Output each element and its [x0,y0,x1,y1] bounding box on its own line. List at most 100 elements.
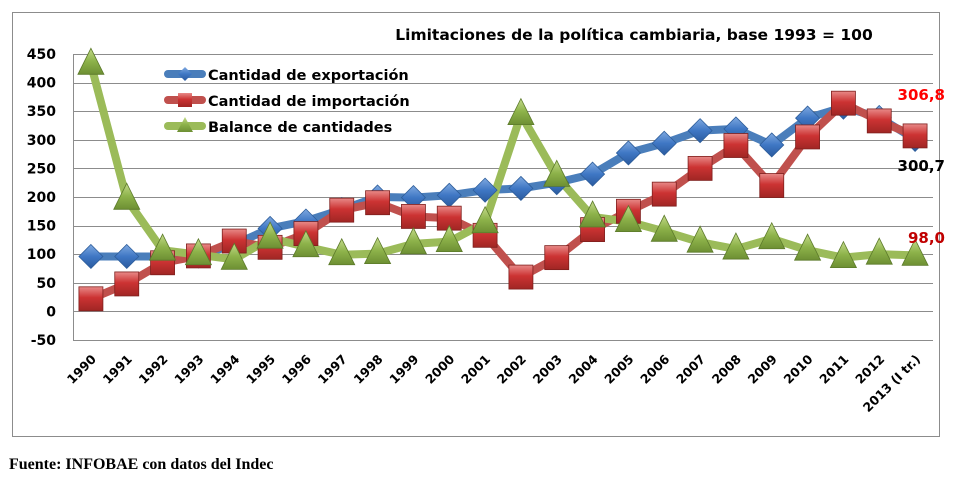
data-point [471,205,499,234]
data-point [578,200,607,228]
data-point [436,182,462,208]
legend-item: Cantidad de exportación [164,67,409,84]
data-point [615,140,641,166]
data-point [543,159,571,187]
x-tick-label: 2004 [565,351,600,386]
data-point [686,225,714,253]
data-point [435,224,463,253]
data-point [866,108,892,134]
x-tick-label: 1995 [243,352,278,387]
data-point [77,47,105,75]
x-tick-label: 1992 [135,352,170,387]
data-point [114,271,140,297]
x-tick-label: 2011 [816,352,851,387]
x-tick-label: 2009 [745,352,780,387]
data-point [292,229,320,258]
legend-marker [178,67,192,81]
data-point [78,243,104,270]
y-tick-label: 100 [27,247,56,263]
x-tick-label: 1990 [64,351,99,386]
y-tick-label: -50 [31,333,57,349]
data-point [759,173,785,198]
legend-label: Cantidad de exportación [208,68,409,84]
legend-label: Balance de cantidades [208,120,392,136]
data-point [508,264,534,290]
data-label: 300,7 [898,157,945,175]
x-tick-label: 2001 [458,352,493,387]
y-tick-label: 350 [27,104,56,120]
x-tick-label: 1996 [279,351,314,386]
x-tick-label: 2003 [530,352,565,387]
x-tick-label: 2006 [637,351,672,386]
chart-border [12,12,940,437]
data-point [472,177,498,203]
legend-item: Cantidad de importación [164,93,410,110]
legend-label: Cantidad de importación [208,94,410,110]
data-point [328,237,356,266]
data-point [901,238,929,266]
series-markers-0 [78,94,928,270]
data-point [650,214,678,242]
data-point [759,132,785,158]
data-point [902,123,928,149]
data-point [507,97,535,126]
data-point [148,233,177,261]
x-tick-label: 1994 [207,351,242,386]
series-markers-2 [77,47,929,270]
data-point [329,197,355,223]
data-point [687,118,713,144]
data-point [865,237,893,265]
data-point [184,237,213,266]
x-tick-label: 2005 [601,352,636,387]
data-point [399,227,428,255]
data-point [651,181,677,207]
data-point [723,133,749,158]
data-point [363,236,392,265]
x-tick-label: 1991 [100,352,135,387]
x-tick-label: 1998 [350,352,385,387]
x-tick-label: 1993 [171,352,206,387]
data-point [829,240,858,269]
y-tick-label: 50 [37,276,57,292]
data-point [831,90,856,116]
y-tick-label: 450 [27,47,56,63]
x-tick-label: 2007 [673,352,708,387]
data-point [78,286,104,312]
data-point [220,242,248,270]
data-point [365,190,390,216]
data-point [401,204,426,229]
y-tick-label: 0 [46,304,56,320]
data-point [651,130,677,156]
legend-marker [178,93,192,107]
chart-title: Limitaciones de la política cambiaria, b… [395,26,873,44]
data-point [722,232,750,260]
x-tick-label: 2000 [422,351,457,386]
data-point [256,221,284,249]
x-tick-label: 1999 [386,352,421,387]
data-point [544,245,570,271]
y-tick-label: 150 [27,219,56,235]
legend-marker [177,117,193,132]
x-tick-label: 2010 [780,351,815,386]
x-tick-label: 1997 [315,352,350,387]
data-label: 98,0 [908,229,945,247]
series-markers-1 [78,90,928,312]
y-tick-label: 200 [27,190,56,206]
data-point [114,243,140,270]
data-point [113,182,141,210]
y-tick-label: 300 [27,133,56,149]
y-tick-label: 400 [27,76,56,92]
y-tick-label: 250 [27,161,56,177]
x-tick-label: 2002 [494,352,529,387]
data-label: 306,8 [898,86,945,104]
data-point [758,221,786,250]
data-point [614,204,643,232]
data-point [580,161,606,187]
data-point [508,175,534,201]
legend-item: Balance de cantidades [164,117,392,136]
source-note: Fuente: INFOBAE con datos del Indec [9,456,274,473]
x-tick-label: 2008 [709,352,744,387]
data-point [795,124,820,150]
data-point [687,155,713,181]
